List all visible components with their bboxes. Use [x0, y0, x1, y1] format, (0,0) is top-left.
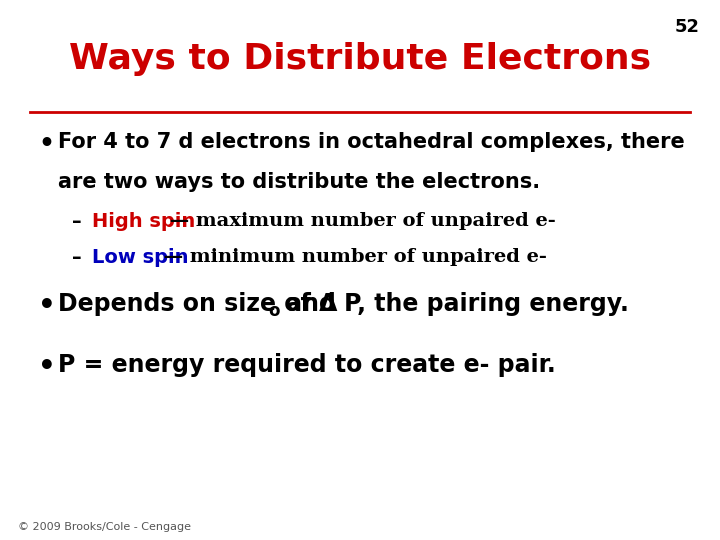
Text: •: •	[38, 292, 55, 320]
Text: © 2009 Brooks/Cole - Cengage: © 2009 Brooks/Cole - Cengage	[18, 522, 191, 532]
Text: –: –	[72, 248, 89, 267]
Text: and P, the pairing energy.: and P, the pairing energy.	[278, 292, 629, 316]
Text: •: •	[38, 132, 54, 156]
Text: 52: 52	[675, 18, 700, 36]
Text: P = energy required to create e- pair.: P = energy required to create e- pair.	[58, 353, 556, 377]
Text: — maximum number of unpaired e-: — maximum number of unpaired e-	[163, 212, 556, 230]
Text: –: –	[72, 212, 89, 231]
Text: For 4 to 7 d electrons in octahedral complexes, there: For 4 to 7 d electrons in octahedral com…	[58, 132, 685, 152]
Text: Low spin: Low spin	[92, 248, 189, 267]
Text: are two ways to distribute the electrons.: are two ways to distribute the electrons…	[58, 172, 540, 192]
Text: — minimum number of unpaired e-: — minimum number of unpaired e-	[157, 248, 547, 266]
Text: Ways to Distribute Electrons: Ways to Distribute Electrons	[69, 42, 651, 76]
Text: Depends on size of Δ: Depends on size of Δ	[58, 292, 338, 316]
Text: o: o	[268, 302, 279, 320]
Text: •: •	[38, 353, 55, 381]
Text: High spin: High spin	[92, 212, 195, 231]
